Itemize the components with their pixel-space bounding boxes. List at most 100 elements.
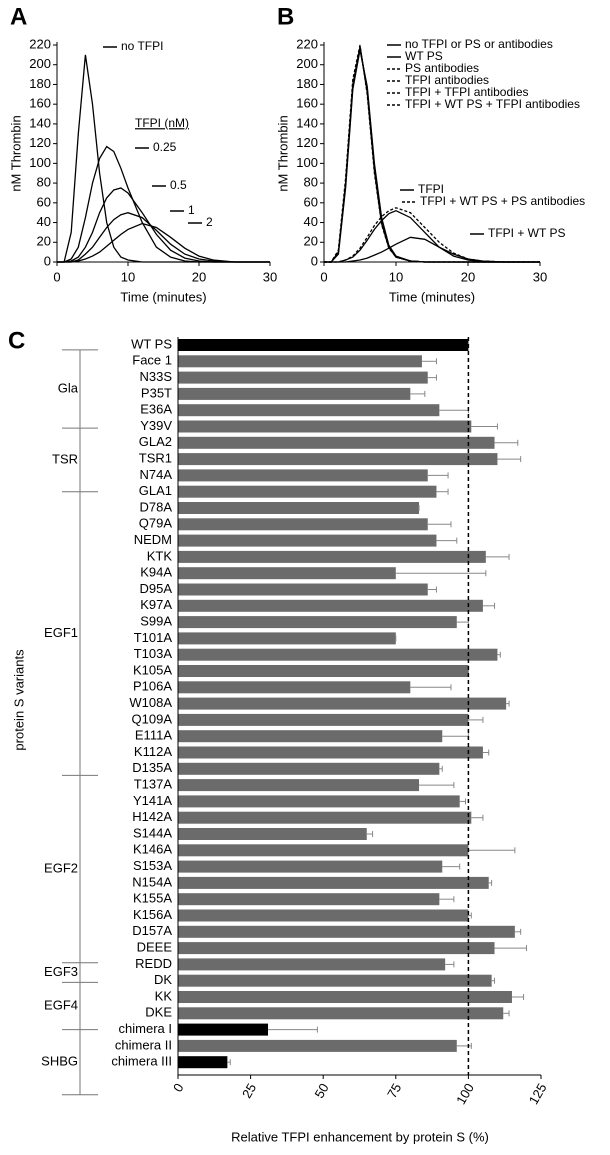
bar [178, 1039, 457, 1052]
category-label: E36A [140, 402, 172, 417]
category-label: DK [154, 972, 172, 987]
category-label: chimera II [115, 1037, 172, 1052]
panel-letter: A [10, 3, 27, 30]
y-tick-label: 180 [296, 76, 318, 91]
panel-letter: B [277, 3, 294, 30]
x-tick-label: 25 [239, 1081, 259, 1101]
y-tick-label: 40 [304, 214, 318, 229]
bar [178, 387, 411, 400]
y-tick-label: 120 [296, 135, 318, 150]
legend-label: no TFPI [121, 39, 163, 53]
y-tick-label: 100 [296, 155, 318, 170]
category-label: Face 1 [132, 353, 172, 368]
y-tick-label: 20 [304, 234, 318, 249]
bar [178, 925, 515, 938]
y-tick-label: 140 [29, 115, 51, 130]
x-tick-label: 30 [533, 269, 547, 284]
line-series [57, 54, 270, 263]
category-label: S99A [140, 614, 172, 629]
bar [178, 534, 437, 547]
y-tick-label: 160 [29, 96, 51, 111]
group-label: EGF3 [44, 964, 78, 979]
category-label: K146A [133, 842, 172, 857]
group-label: Gla [58, 380, 79, 395]
category-label: chimera I [119, 1021, 172, 1036]
bar [178, 713, 469, 726]
legend-label: TFPI + TFPI antibodies [405, 85, 529, 99]
bar [178, 453, 498, 466]
category-label: T103A [134, 646, 173, 661]
category-label: H142A [132, 809, 172, 824]
x-axis-label: Time (minutes) [120, 289, 206, 304]
category-label: S144A [133, 825, 172, 840]
bar [178, 1023, 269, 1036]
group-label: EGF1 [44, 625, 78, 640]
category-label: P35T [141, 385, 172, 400]
category-label: KK [155, 988, 173, 1003]
category-label: chimera III [111, 1054, 172, 1069]
bar [178, 697, 507, 710]
x-tick-label: 125 [526, 1081, 550, 1107]
category-label: D78A [139, 499, 172, 514]
y-tick-label: 200 [296, 56, 318, 71]
category-label: T101A [134, 630, 173, 645]
category-label: K155A [133, 891, 172, 906]
y-tick-label: 0 [311, 253, 318, 268]
bar [178, 355, 422, 368]
y-tick-label: 200 [29, 56, 51, 71]
category-label: K105A [133, 662, 172, 677]
bar [178, 502, 420, 514]
legend-label: TFPI + WT PS + PS antibodies [420, 194, 585, 208]
x-tick-label: 10 [121, 269, 135, 284]
category-label: W108A [129, 695, 172, 710]
y-tick-label: 120 [29, 135, 51, 150]
category-label: T137A [134, 777, 173, 792]
category-label: K97A [140, 597, 172, 612]
y-tick-label: 140 [296, 115, 318, 130]
category-label: TSR1 [139, 451, 172, 466]
category-label: D157A [132, 923, 172, 938]
bar [178, 616, 457, 629]
legend-label: PS antibodies [405, 61, 479, 75]
legend-label: 0.25 [153, 140, 177, 154]
category-label: D95A [139, 581, 172, 596]
group-label: TSR [52, 451, 78, 466]
category-label: P106A [133, 679, 172, 694]
bar [178, 762, 440, 775]
bar [178, 991, 512, 1003]
line-series [57, 145, 270, 263]
category-label: K156A [133, 907, 172, 922]
bar [178, 665, 469, 677]
y-tick-label: 0 [44, 253, 51, 268]
y-tick-label: 100 [29, 155, 51, 170]
x-axis-label: Relative TFPI enhancement by protein S (… [231, 1129, 489, 1144]
group-label: EGF4 [44, 997, 78, 1012]
bar [178, 648, 498, 661]
y-tick-label: 40 [37, 214, 51, 229]
category-label: KTK [147, 548, 173, 563]
bar [178, 893, 440, 906]
line-series [57, 222, 270, 263]
bar [178, 844, 469, 857]
y-tick-label: 20 [37, 234, 51, 249]
category-label: Q109A [132, 711, 173, 726]
line-series [324, 236, 540, 263]
legend-label: 1 [188, 203, 195, 217]
x-axis-label: Time (minutes) [389, 289, 475, 304]
bar [178, 746, 483, 759]
y-tick-label: 220 [29, 36, 51, 51]
y-tick-label: 60 [304, 194, 318, 209]
bar [178, 469, 428, 482]
bar [178, 1007, 504, 1020]
panel-letter: C [8, 327, 25, 354]
bar [178, 811, 472, 824]
y-tick-label: 80 [304, 175, 318, 190]
legend-label: 0.5 [170, 178, 187, 192]
y-axis-label: protein S variants [11, 649, 26, 751]
bar [178, 974, 492, 987]
x-tick-label: 0 [320, 269, 327, 284]
bar [178, 958, 446, 971]
line-series [57, 212, 270, 263]
x-tick-label: 0 [170, 1081, 187, 1095]
